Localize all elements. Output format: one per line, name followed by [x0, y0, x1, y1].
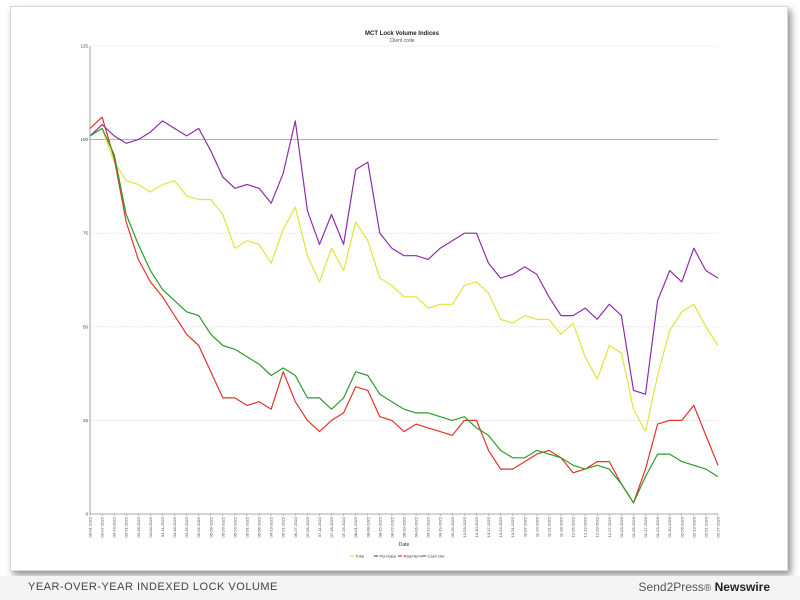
x-tick-label: 08-29-2022	[402, 516, 407, 537]
x-tick-label: 05-31-2022	[245, 516, 250, 537]
series-line-purchase	[89, 120, 719, 395]
x-tick-label: 11-28-2022	[559, 516, 564, 537]
x-tick-label: 03-21-2022	[124, 516, 129, 537]
x-tick-label: 01-30-2023	[667, 516, 672, 537]
x-tick-label: 01-09-2023	[631, 516, 636, 537]
legend-label-total: Total	[356, 554, 365, 559]
x-tick-label: 06-21-2022	[281, 516, 286, 537]
x-tick-label: 11-21-2022	[546, 516, 551, 537]
x-tick-label: 01-17-2023	[643, 516, 648, 537]
x-tick-label: 03-01-2022	[88, 516, 93, 537]
x-tick-label: 09-26-2022	[450, 516, 455, 537]
x-tick-label: 09-19-2022	[438, 516, 443, 537]
x-tick-label: 04-04-2022	[148, 516, 153, 537]
x-tick-label: 12-12-2022	[583, 516, 588, 537]
x-tick-label: 03-28-2022	[136, 516, 141, 537]
y-tick-label: 75	[83, 231, 89, 236]
x-tick-label: 02-06-2023	[679, 516, 684, 537]
legend-label-purchase: Purchase	[380, 554, 398, 559]
brand-logo: Send2Press® Newswire	[639, 580, 770, 594]
footer-bar: YEAR-OVER-YEAR INDEXED LOCK VOLUME Send2…	[0, 576, 800, 600]
x-tick-label: 04-25-2022	[184, 516, 189, 537]
x-tick-label: 04-18-2022	[172, 516, 177, 537]
x-tick-label: 04-11-2022	[160, 516, 165, 537]
x-tick-label: 10-10-2022	[474, 516, 479, 537]
series-line-rate-term	[89, 116, 719, 504]
x-tick-label: 11-07-2022	[522, 516, 527, 537]
x-tick-label: 12-19-2022	[595, 516, 600, 537]
legend-label-rate-term: Rate/Term	[404, 554, 423, 559]
y-tick-label: 100	[80, 137, 88, 142]
brand-mark: ®	[703, 583, 712, 594]
x-tick-label: 11-14-2022	[534, 516, 539, 537]
x-axis-label: Date	[399, 542, 410, 548]
legend-label-cash-out: Cash Out	[428, 554, 446, 559]
chart-title: MCT Lock Volume Indices	[365, 31, 440, 37]
footer-caption: YEAR-OVER-YEAR INDEXED LOCK VOLUME	[28, 581, 278, 593]
series-line-cash-out	[89, 127, 719, 504]
x-tick-label: 10-31-2022	[510, 516, 515, 537]
x-tick-label: 10-03-2022	[462, 516, 467, 537]
chart-subtitle: Client code	[389, 38, 414, 44]
y-tick-label: 25	[83, 418, 89, 423]
x-tick-label: 07-05-2022	[305, 516, 310, 537]
x-tick-label: 08-22-2022	[389, 516, 394, 537]
x-tick-label: 05-16-2022	[220, 516, 225, 537]
y-tick-label: 125	[80, 44, 88, 49]
x-tick-label: 07-18-2022	[329, 516, 334, 537]
x-tick-label: 05-23-2022	[232, 516, 237, 537]
x-tick-label: 08-08-2022	[365, 516, 370, 537]
brand-suffix: Newswire	[714, 580, 770, 594]
x-tick-label: 08-01-2022	[353, 516, 358, 537]
x-tick-label: 09-12-2022	[426, 516, 431, 537]
series-line-total	[89, 127, 719, 433]
x-tick-label: 06-13-2022	[269, 516, 274, 537]
x-tick-label: 06-27-2022	[293, 516, 298, 537]
chart-frame	[10, 6, 788, 571]
y-tick-label: 50	[83, 324, 89, 329]
x-tick-label: 02-27-2023	[716, 516, 721, 537]
x-tick-label: 08-15-2022	[377, 516, 382, 537]
x-tick-label: 05-09-2022	[208, 516, 213, 537]
x-tick-label: 10-17-2022	[486, 516, 491, 537]
brand-name: Send2Press	[638, 580, 704, 594]
x-tick-label: 10-24-2022	[498, 516, 503, 537]
x-tick-label: 05-02-2022	[196, 516, 201, 537]
x-tick-label: 01-23-2023	[655, 516, 660, 537]
x-tick-label: 02-21-2023	[703, 516, 708, 537]
x-tick-label: 03-07-2022	[100, 516, 105, 537]
y-tick-label: 0	[85, 512, 88, 517]
x-tick-label: 09-06-2022	[414, 516, 419, 537]
x-tick-label: 12-27-2022	[607, 516, 612, 537]
x-tick-label: 01-03-2023	[619, 516, 624, 537]
x-tick-label: 02-13-2023	[691, 516, 696, 537]
x-tick-label: 12-05-2022	[571, 516, 576, 537]
x-tick-label: 07-25-2022	[341, 516, 346, 537]
x-tick-label: 06-06-2022	[257, 516, 262, 537]
x-tick-label: 03-14-2022	[112, 516, 117, 537]
x-tick-label: 07-11-2022	[317, 516, 322, 537]
